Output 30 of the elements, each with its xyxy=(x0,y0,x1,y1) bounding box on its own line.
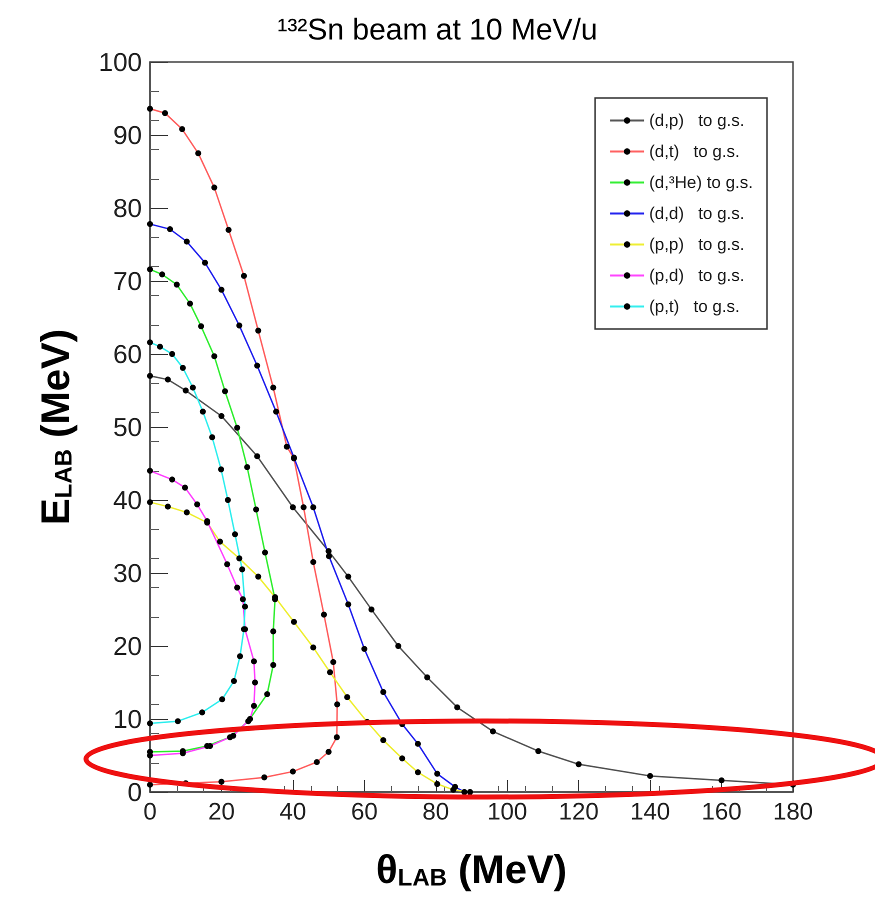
x-tick-label: 160 xyxy=(702,798,742,826)
legend-label: (d,p) to g.s. xyxy=(649,111,745,130)
legend-label: (d,t) to g.s. xyxy=(649,142,740,161)
x-axis-title: θLAB (MeV) xyxy=(376,848,567,892)
y-tick-label: 10 xyxy=(113,704,142,734)
y-tick-label: 40 xyxy=(113,485,142,515)
y-tick-label: 30 xyxy=(113,558,142,588)
y-tick-label: 100 xyxy=(98,47,142,77)
legend-label: (d,d) to g.s. xyxy=(649,204,745,223)
chart-title: ¹³²Sn beam at 10 MeV/u xyxy=(277,14,598,46)
y-tick-label: 80 xyxy=(113,193,142,223)
x-tick-label: 20 xyxy=(208,798,235,826)
y-tick-label: 70 xyxy=(113,266,142,296)
x-tick-label: 120 xyxy=(558,798,599,826)
x-tick-label: 140 xyxy=(630,798,670,826)
legend-label: (p,t) to g.s. xyxy=(649,297,740,316)
x-tick-label: 100 xyxy=(487,798,528,826)
y-axis-title: ELAB (MeV) xyxy=(34,329,78,526)
legend-label: (p,d) to g.s. xyxy=(649,266,745,285)
x-tick-label: 180 xyxy=(772,798,814,826)
y-tick-label: 60 xyxy=(113,339,142,369)
y-tick-label: 90 xyxy=(113,120,142,150)
x-tick-label: 80 xyxy=(422,798,450,826)
y-tick-label: 50 xyxy=(113,412,142,442)
y-tick-label: 0 xyxy=(128,777,142,807)
legend-label: (d,³He) to g.s. xyxy=(649,173,754,192)
y-tick-label: 20 xyxy=(113,631,142,661)
x-tick-label: 40 xyxy=(280,798,306,826)
legend-label: (p,p) to g.s. xyxy=(649,235,745,254)
x-tick-label: 60 xyxy=(350,798,378,826)
